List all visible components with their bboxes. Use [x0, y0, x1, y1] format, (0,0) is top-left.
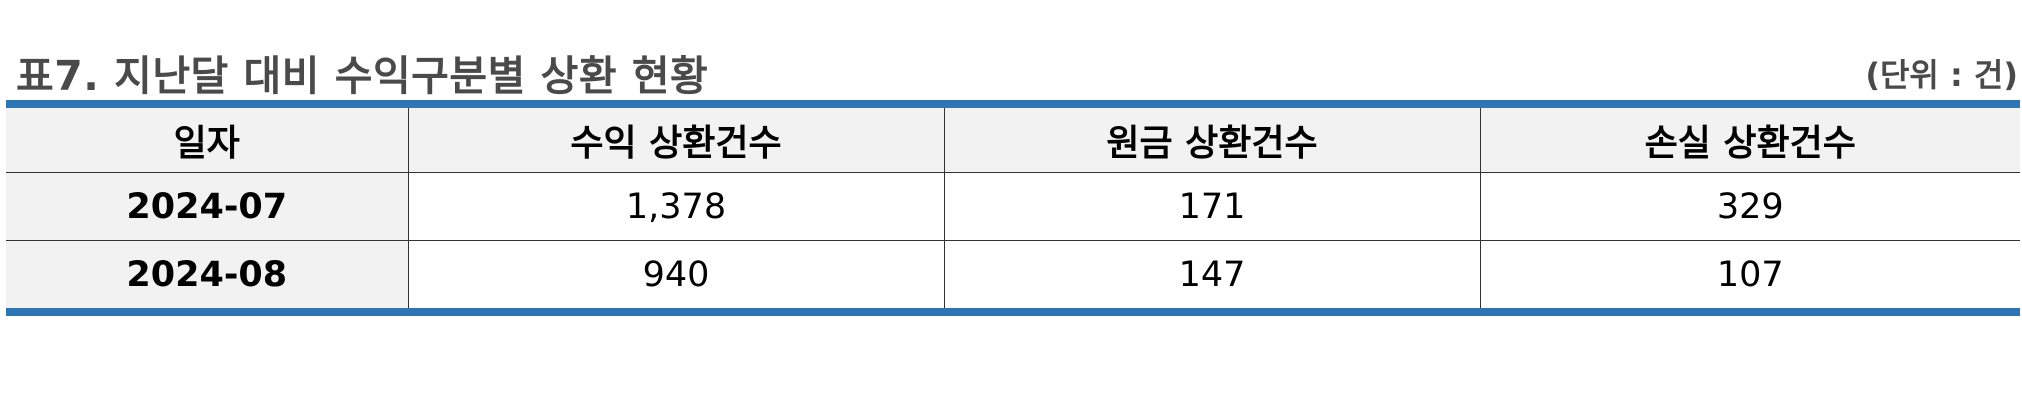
- table-caption-row: 표7. 지난달 대비 수익구분별 상환 현황 (단위 : 건): [6, 0, 2020, 100]
- table-row: 2024-07 1,378 171 329: [6, 172, 2020, 241]
- row-date: 2024-07: [6, 172, 409, 241]
- header-date: 일자: [6, 104, 409, 173]
- row-profit-count: 1,378: [407, 172, 945, 241]
- row-loss-count: 107: [1479, 240, 2020, 312]
- row-date: 2024-08: [6, 240, 409, 312]
- unit-label: (단위 : 건): [1865, 56, 2018, 94]
- table-header-row: 일자 수익 상환건수 원금 상환건수 손실 상환건수: [6, 104, 2020, 173]
- header-loss-count: 손실 상환건수: [1479, 104, 2020, 173]
- row-principal-count: 147: [943, 240, 1481, 312]
- repayment-table: 일자 수익 상환건수 원금 상환건수 손실 상환건수 2024-07 1,378…: [6, 100, 2020, 316]
- row-principal-count: 171: [943, 172, 1481, 241]
- table-row: 2024-08 940 147 107: [6, 240, 2020, 312]
- document-page: 표7. 지난달 대비 수익구분별 상환 현황 (단위 : 건) 일자 수익 상환…: [6, 0, 2020, 316]
- table-title: 표7. 지난달 대비 수익구분별 상환 현황: [16, 52, 709, 100]
- header-profit-count: 수익 상환건수: [407, 104, 945, 173]
- row-profit-count: 940: [407, 240, 945, 312]
- header-principal-count: 원금 상환건수: [943, 104, 1481, 173]
- row-loss-count: 329: [1479, 172, 2020, 241]
